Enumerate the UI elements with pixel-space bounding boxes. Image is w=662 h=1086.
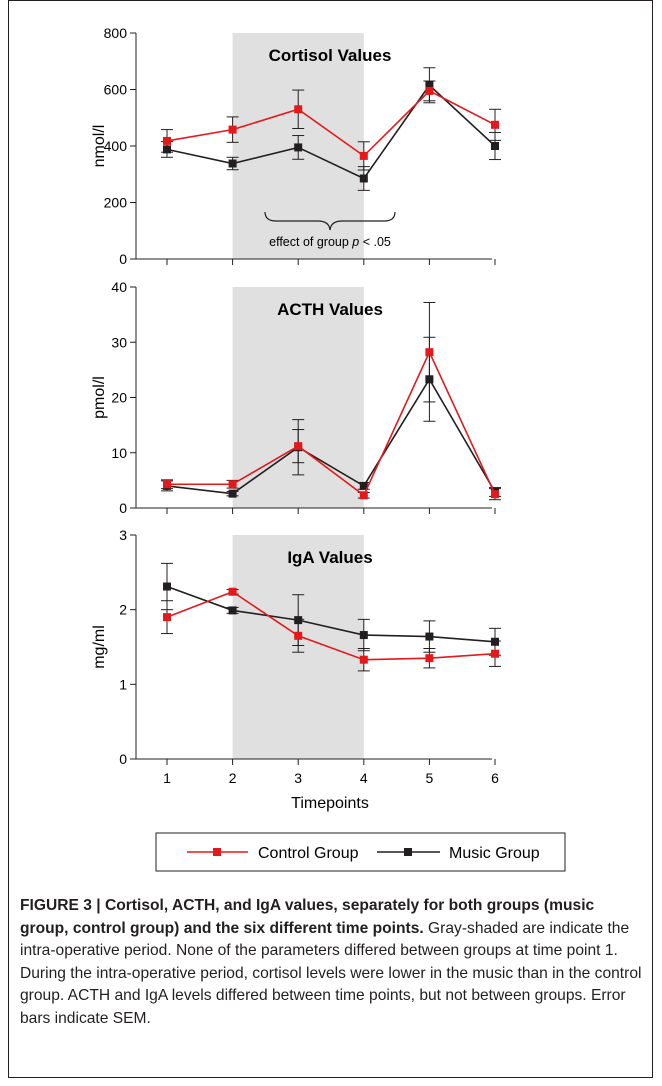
iga-x-tick-label: 1 — [163, 770, 171, 786]
iga-music-line — [166, 585, 496, 643]
acth-control-line — [167, 350, 496, 497]
acth-y-tick-label: 40 — [111, 279, 127, 295]
acth-y-axis-label: pmol/l — [91, 376, 108, 419]
cortisol-music-point — [491, 142, 499, 150]
iga-y-tick-label: 0 — [119, 751, 127, 767]
group-effect-brace — [264, 211, 396, 231]
figure-frame — [8, 0, 653, 1078]
iga-title: IgA Values — [287, 548, 372, 567]
acth-control-point — [163, 480, 171, 489]
iga-x-tick-label: 6 — [491, 770, 499, 786]
cortisol-panel: 0 200 400 600 800 nmol/l Cortisol Values — [91, 25, 501, 267]
acth-y-tick-label: 10 — [111, 445, 127, 461]
iga-x-tick-label: 5 — [426, 770, 434, 786]
iga-x-tick-label: 4 — [360, 770, 368, 786]
acth-music-line — [166, 377, 496, 495]
cortisol-music-point — [359, 174, 368, 183]
caption-title: FIGURE 3 | Cortisol, ACTH, and IgA value… — [20, 897, 595, 937]
iga-panel: 0 1 2 3 1 2 3 4 5 6 mg/ml IgA Values — [91, 527, 501, 786]
iga-control-point — [163, 613, 171, 622]
iga-music-point — [228, 606, 237, 615]
acth-y-tick-label: 0 — [119, 500, 127, 516]
acth-control-point — [425, 348, 434, 357]
iga-y-tick-label: 1 — [119, 676, 127, 692]
brace-shape — [264, 211, 396, 231]
cortisol-y-tick-label: 800 — [104, 25, 128, 41]
acth-music-point — [228, 489, 237, 498]
iga-y-axis-label: mg/ml — [91, 625, 108, 669]
iga-music-point — [425, 632, 434, 641]
cortisol-music-line — [166, 84, 496, 180]
iga-control-point — [294, 631, 303, 640]
x-axis-label: Timepoints — [291, 795, 369, 812]
cortisol-y-tick-label: 0 — [119, 251, 127, 267]
legend-music-marker — [404, 848, 412, 856]
iga-y-tick-label: 3 — [119, 527, 127, 543]
legend-music-label: Music Group — [449, 845, 540, 862]
acth-control-point — [359, 491, 368, 500]
iga-y-tick-label: 2 — [119, 602, 127, 618]
cortisol-control-point — [491, 120, 499, 129]
cortisol-y-axis-label: nmol/l — [91, 125, 108, 168]
acth-control-point — [294, 442, 303, 451]
iga-control-point — [228, 587, 237, 596]
cortisol-y-tick-label: 600 — [104, 82, 128, 98]
iga-control-line — [166, 590, 496, 661]
cortisol-y-tick-label: 200 — [104, 195, 128, 211]
legend: Control Group Music Group — [155, 832, 566, 872]
iga-music-point — [163, 582, 171, 591]
iga-x-tick-label: 2 — [229, 770, 237, 786]
caption-body: Gray-shaded are indicate the intra-opera… — [20, 919, 642, 1027]
acth-control-point — [491, 490, 499, 499]
cortisol-control-point — [228, 125, 237, 134]
cortisol-music-point — [294, 143, 303, 152]
group-effect-annotation: effect of group p < .05 — [269, 235, 391, 249]
cortisol-control-point — [425, 86, 434, 95]
legend-control-label: Control Group — [258, 845, 359, 862]
acth-y-tick-label: 30 — [111, 334, 127, 350]
acth-music-point — [359, 481, 368, 490]
cortisol-music-point — [228, 159, 237, 168]
acth-panel: 0 10 20 30 40 pmol/l ACTH Values — [91, 279, 501, 516]
cortisol-control-point — [359, 151, 368, 160]
iga-control-point — [491, 649, 499, 658]
cortisol-control-line — [166, 89, 496, 157]
figure-caption: FIGURE 3 | Cortisol, ACTH, and IgA value… — [20, 895, 645, 1030]
cortisol-control-point — [163, 136, 171, 145]
cortisol-control-point — [294, 105, 303, 114]
legend-control-marker — [213, 848, 221, 856]
cortisol-title: Cortisol Values — [269, 46, 392, 65]
acth-y-tick-label: 20 — [111, 390, 127, 406]
acth-control-point — [228, 480, 237, 489]
acth-title: ACTH Values — [277, 300, 383, 319]
iga-control-point — [425, 654, 434, 663]
cortisol-y-tick-label: 400 — [104, 138, 128, 154]
iga-control-point — [359, 655, 368, 664]
iga-music-point — [359, 631, 368, 640]
iga-x-tick-label: 3 — [294, 770, 302, 786]
